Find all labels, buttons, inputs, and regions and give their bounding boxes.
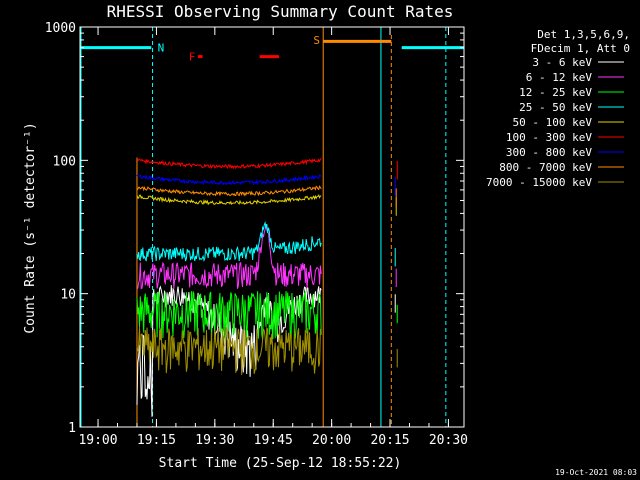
legend-entry: 6 - 12 keV xyxy=(526,71,593,84)
series-line xyxy=(136,326,322,375)
legend-header: Det 1,3,5,6,9, xyxy=(537,28,630,41)
legend-header: FDecim 1, Att 0 xyxy=(531,42,630,55)
legend-entry: 300 - 800 keV xyxy=(506,146,592,159)
footer-date: 19-Oct-2021 08:03 xyxy=(555,468,637,477)
y-tick-label: 1000 xyxy=(45,21,76,36)
legend-entry: 25 - 50 keV xyxy=(519,101,592,114)
legend-entry: 100 - 300 keV xyxy=(506,131,592,144)
legend-entry: 800 - 7000 keV xyxy=(499,161,592,174)
plot-frame xyxy=(79,26,465,428)
legend-entry: 12 - 25 keV xyxy=(519,86,592,99)
legend: Det 1,3,5,6,9,FDecim 1, Att 03 - 6 keV 6 … xyxy=(486,28,630,189)
series-line xyxy=(137,157,322,170)
x-tick-label: 20:00 xyxy=(312,433,351,448)
axes: 19:00 19:15 19:30 19:45 20:00 20:15 20:30 1 10 10… xyxy=(45,21,468,448)
series-line xyxy=(136,285,322,417)
series-line xyxy=(136,194,322,206)
saa-marker: S xyxy=(313,34,320,47)
y-axis-label: Count Rate (s⁻¹ detector⁻¹) xyxy=(23,122,38,333)
plot-area: N F S xyxy=(80,27,464,427)
series-line xyxy=(136,185,322,197)
night-marker: N xyxy=(158,42,165,55)
series-line xyxy=(136,221,322,262)
series-line xyxy=(136,224,322,290)
x-tick-label: 19:15 xyxy=(137,433,176,448)
y-tick-label: 1 xyxy=(68,421,76,436)
legend-entry: 3 - 6 keV xyxy=(532,56,592,69)
x-tick-label: 20:15 xyxy=(370,433,409,448)
legend-entry: 7000 - 15000 keV xyxy=(486,176,592,189)
series-line xyxy=(136,174,322,186)
flare-marker: F xyxy=(189,51,196,64)
y-tick-label: 10 xyxy=(60,288,76,303)
x-tick-label: 19:30 xyxy=(195,433,234,448)
x-tick-label: 20:30 xyxy=(429,433,468,448)
x-axis-label: Start Time (25-Sep-12 18:55:22) xyxy=(159,456,402,471)
x-tick-label: 19:45 xyxy=(254,433,293,448)
chart-title: RHESSI Observing Summary Count Rates xyxy=(107,2,454,21)
x-tick-label: 19:00 xyxy=(78,433,117,448)
legend-entry: 50 - 100 keV xyxy=(513,116,593,129)
y-tick-label: 100 xyxy=(53,154,76,169)
